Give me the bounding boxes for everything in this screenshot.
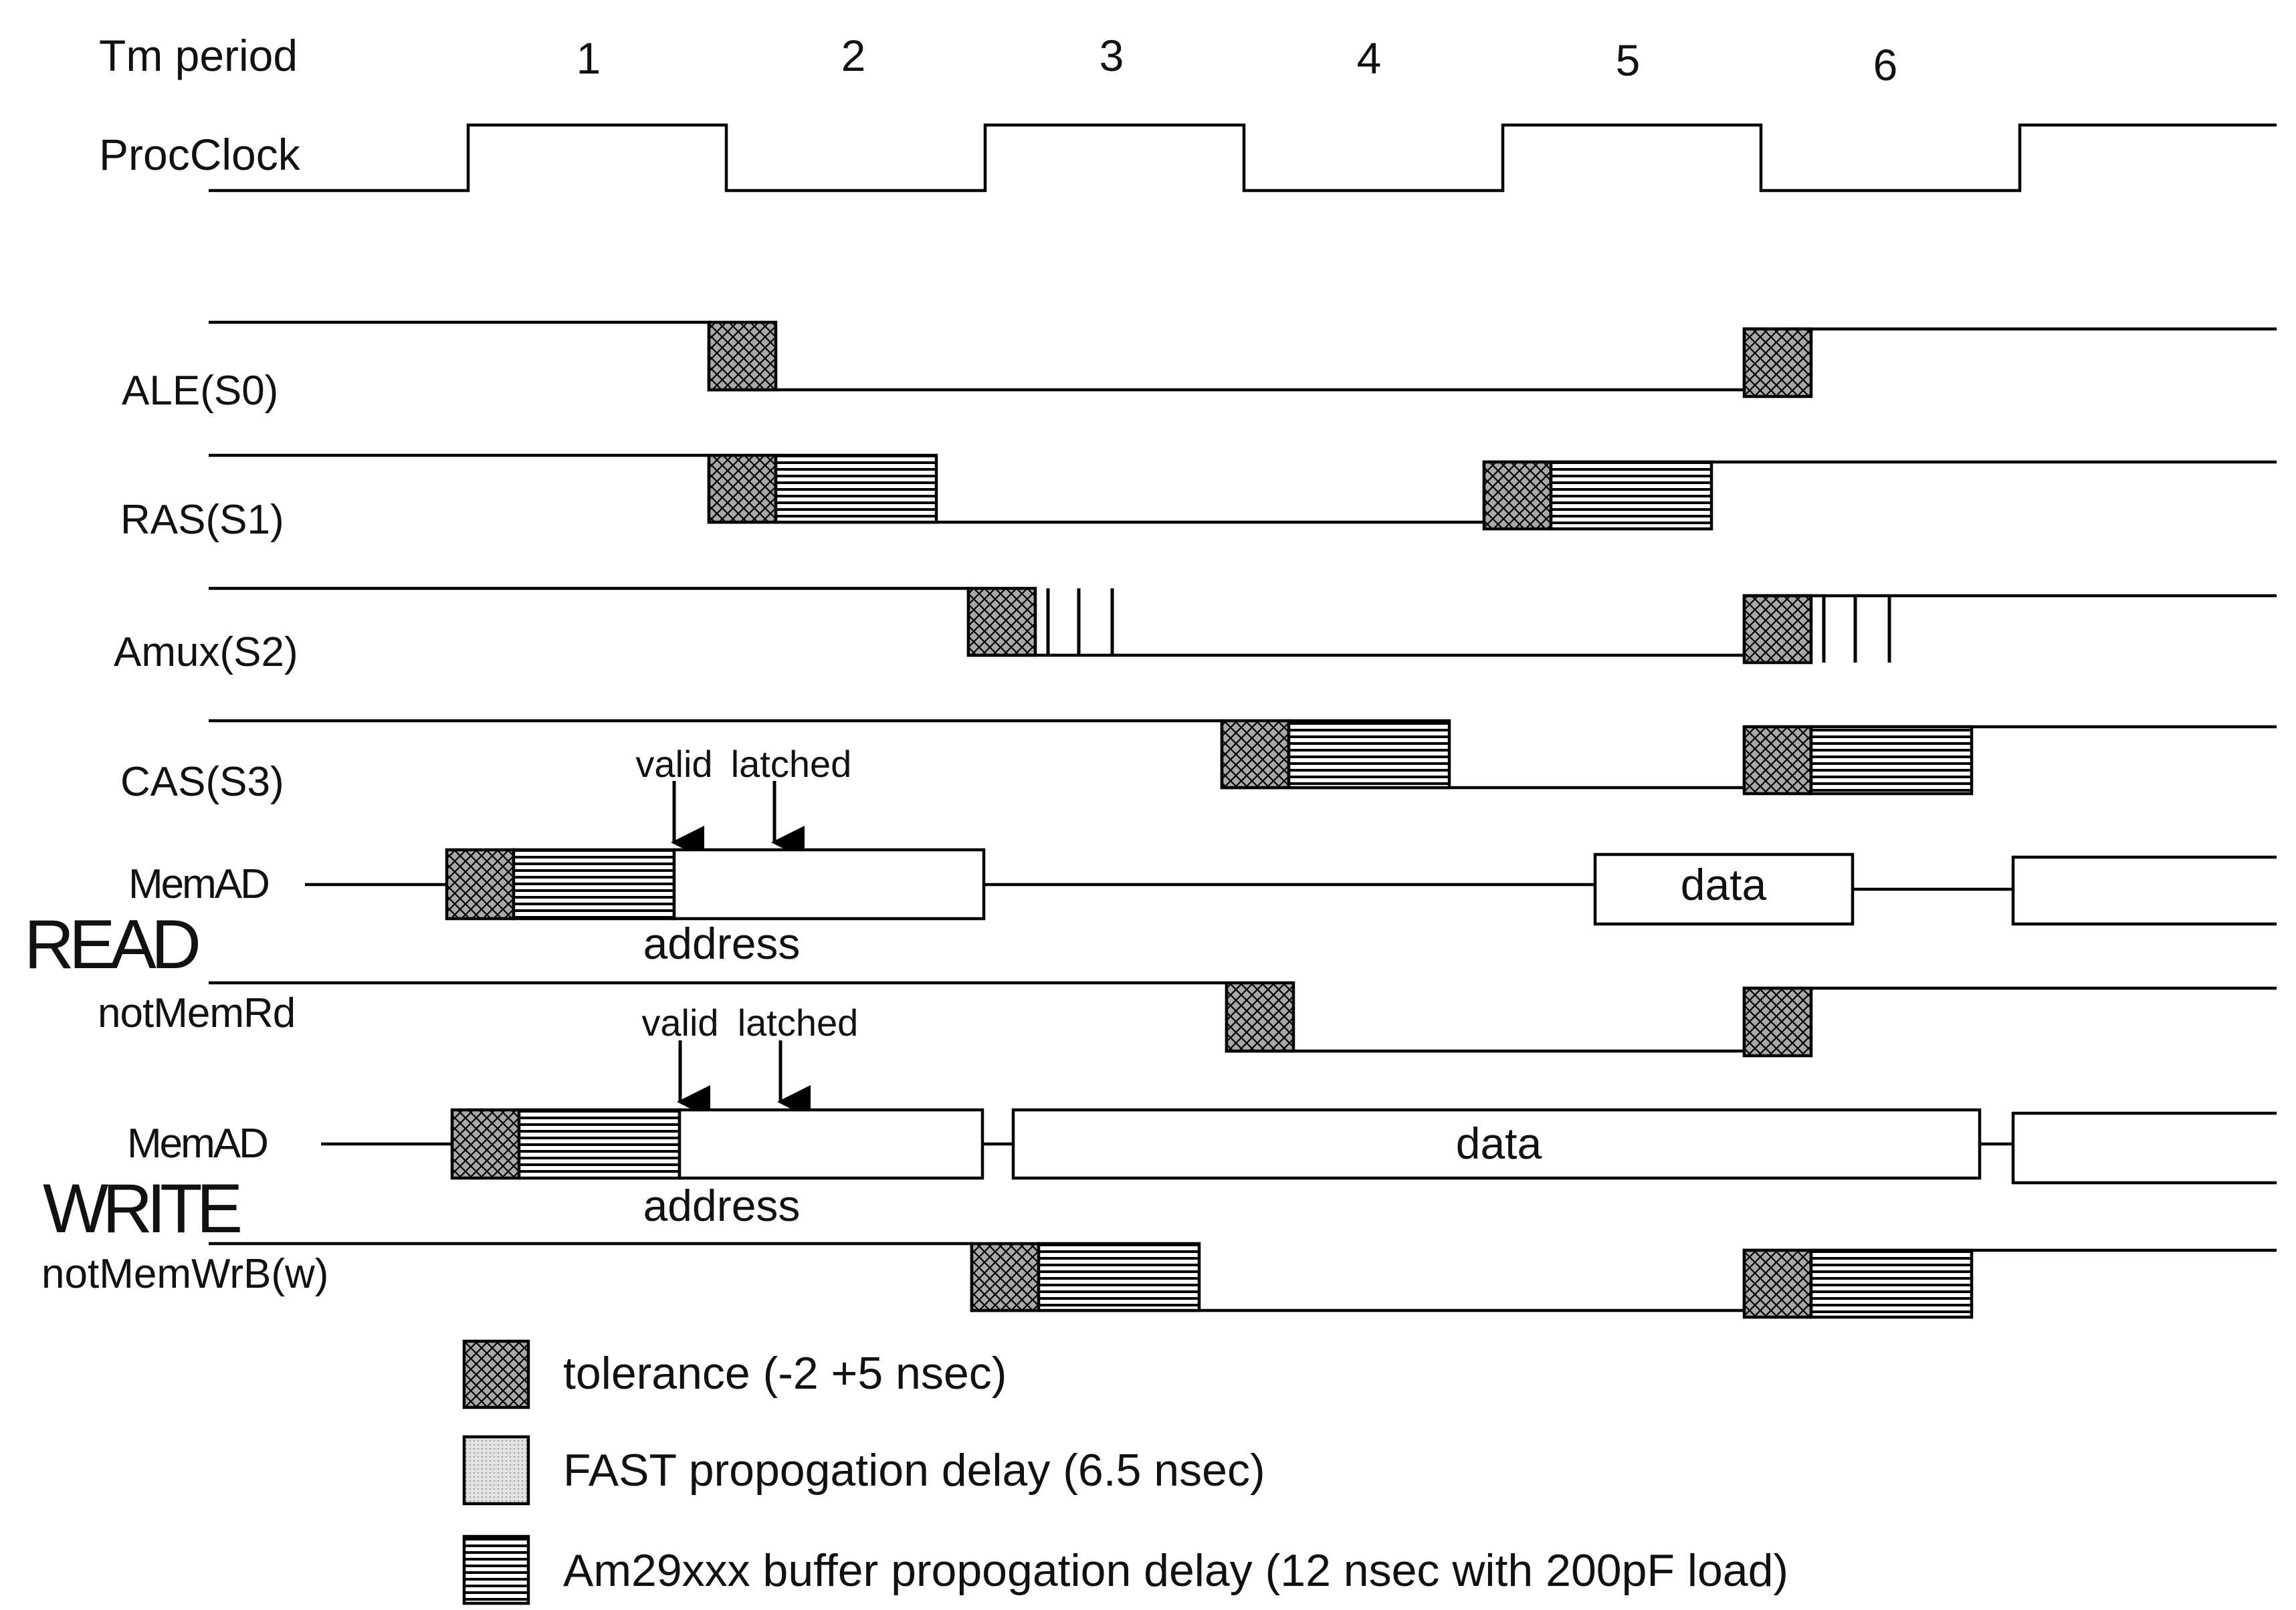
memad-read-data-box: [1593, 852, 1855, 926]
signal-label-ale: ALE(S0): [122, 368, 278, 414]
section-label-write: WRITE: [43, 1170, 240, 1248]
signal-label-notmemrd: notMemRd: [98, 990, 295, 1036]
read-latched-label: latched: [731, 743, 852, 785]
ras-buffer-delay-2: [1549, 460, 1713, 531]
tm-period-label: Tm period: [99, 31, 298, 80]
write-latched-label: latched: [738, 1002, 859, 1044]
memad-read-next-cycle: [2011, 855, 2277, 926]
signal-label-memad-read: MemAD: [128, 861, 268, 907]
legend-fast-swatch: [462, 1435, 530, 1506]
notmemrd-waveform: [209, 981, 2277, 1053]
ras-tolerance-1: [707, 453, 778, 524]
cas-tolerance-1: [1220, 719, 1291, 790]
signal-label-cas: CAS(S3): [120, 759, 284, 805]
ras-buffer-delay-1: [774, 453, 938, 524]
write-valid-label: valid: [641, 1002, 718, 1044]
amux-tolerance-1: [966, 586, 1037, 657]
procclock-waveform: [209, 123, 2277, 193]
memad-read-buffer-delay: [512, 848, 676, 921]
amux-tolerance-2: [1742, 594, 1813, 665]
ale-waveform: [209, 320, 2277, 392]
notmemrd-tolerance-1: [1225, 981, 1295, 1053]
notmemwr-tolerance-2: [1742, 1248, 1813, 1319]
memad-write-next-cycle: [2011, 1111, 2277, 1185]
memad-write-data-label: data: [1456, 1119, 1542, 1168]
period-number-5: 5: [1616, 35, 1641, 85]
cas-buffer-delay-2: [1809, 725, 1974, 796]
cas-tolerance-2: [1742, 725, 1813, 796]
memad-read-address-label: address: [643, 919, 801, 968]
legend-fast-text: FAST propogation delay (6.5 nsec): [563, 1445, 1265, 1496]
signal-label-amux: Amux(S2): [114, 629, 298, 675]
period-number-6: 6: [1873, 40, 1898, 90]
period-number-1: 1: [577, 33, 601, 83]
legend-buffer-text: Am29xxx buffer propogation delay (12 nse…: [563, 1545, 1788, 1596]
cas-buffer-delay-1: [1287, 719, 1451, 790]
ras-tolerance-2: [1482, 460, 1553, 531]
notmemrd-tolerance-2: [1742, 986, 1813, 1058]
legend-tolerance-swatch: [462, 1339, 530, 1409]
signal-label-memad-write: MemAD: [127, 1121, 267, 1167]
memad-read-data-label: data: [1681, 860, 1767, 909]
amux-skew-ticks-2: [1822, 596, 1891, 663]
notmemwr-tolerance-1: [970, 1242, 1041, 1312]
signal-label-ras: RAS(S1): [120, 497, 284, 543]
period-number-2: 2: [841, 31, 866, 80]
amux-waveform: [209, 586, 2277, 657]
ras-waveform: [209, 453, 2277, 524]
memad-write-address-box: [677, 1108, 984, 1180]
legend-tolerance-text: tolerance (-2 +5 nsec): [563, 1348, 1007, 1399]
legend: tolerance (-2 +5 nsec) FAST propogation …: [462, 1339, 1788, 1605]
ale-tolerance-1: [707, 320, 778, 392]
signal-label-procclock: ProcClock: [99, 130, 301, 179]
notmemwr-buffer-delay-1: [1037, 1242, 1201, 1312]
amux-skew-ticks-1: [1046, 588, 1114, 655]
memad-write-buffer-delay: [517, 1108, 682, 1180]
memad-write-tolerance: [450, 1108, 521, 1180]
period-number-4: 4: [1357, 33, 1382, 83]
period-number-3: 3: [1100, 31, 1124, 80]
memad-read-tolerance: [445, 848, 516, 921]
read-valid-label: valid: [635, 743, 712, 785]
signal-label-notmemwr: notMemWrB(w): [41, 1251, 328, 1297]
section-label-read: READ: [24, 906, 199, 984]
notmemwr-buffer-delay-2: [1809, 1248, 1974, 1319]
ale-tolerance-2: [1742, 327, 1813, 398]
memad-write-address-label: address: [643, 1181, 801, 1230]
legend-buffer-swatch: [462, 1534, 530, 1605]
memad-read-address-box: [672, 848, 986, 921]
